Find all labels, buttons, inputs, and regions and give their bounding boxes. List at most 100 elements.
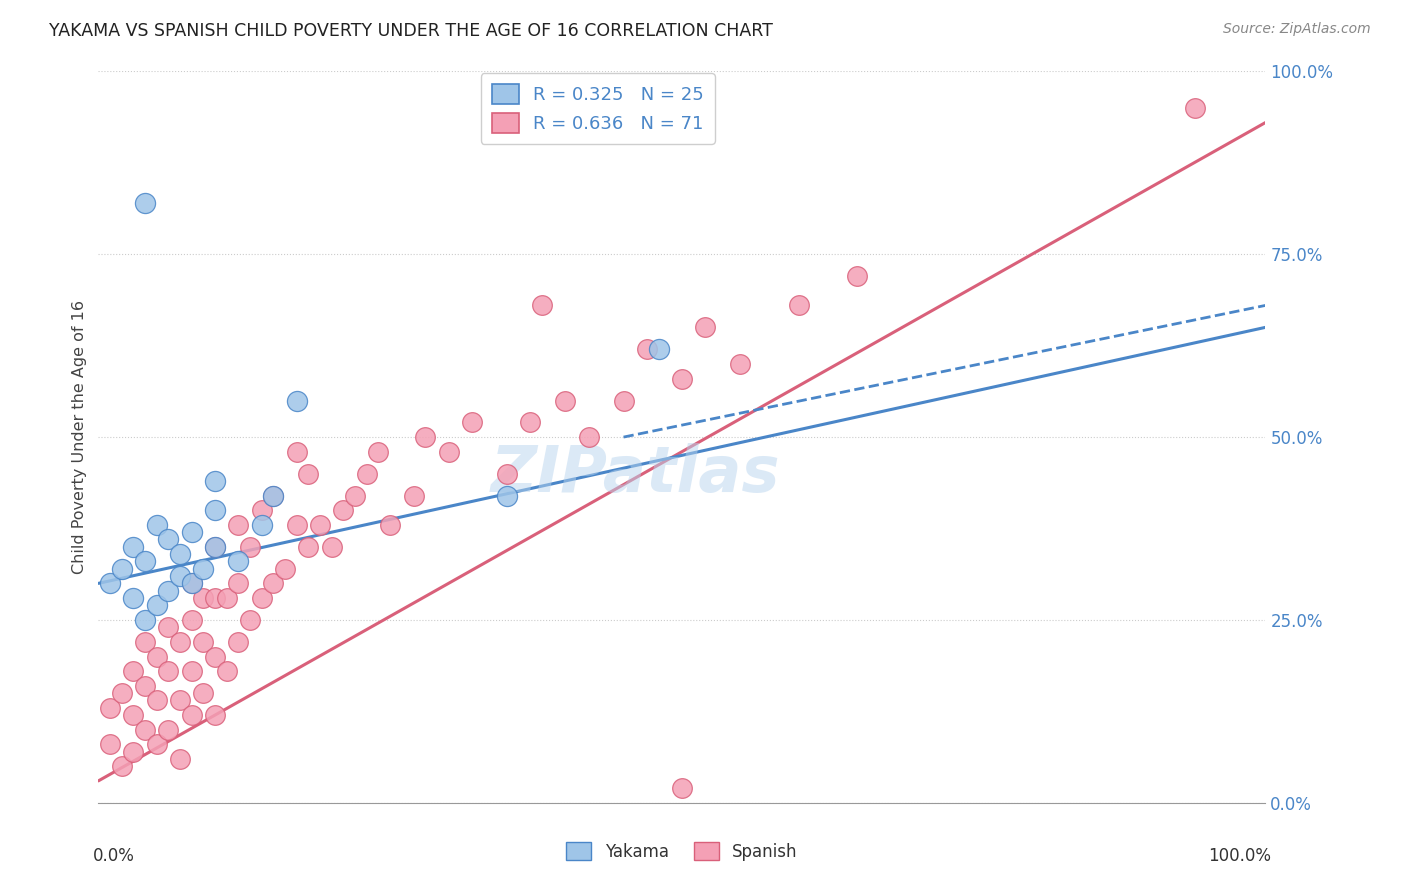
Point: [193, 686, 215, 700]
Point: [122, 745, 145, 759]
Point: [134, 635, 156, 649]
Point: [228, 635, 250, 649]
Text: YAKAMA VS SPANISH CHILD POVERTY UNDER THE AGE OF 16 CORRELATION CHART: YAKAMA VS SPANISH CHILD POVERTY UNDER TH…: [49, 22, 773, 40]
Point: [250, 503, 273, 517]
Point: [309, 517, 332, 532]
Text: 100.0%: 100.0%: [1208, 847, 1271, 864]
Point: [636, 343, 658, 357]
Point: [285, 393, 308, 408]
Point: [332, 503, 354, 517]
Point: [193, 591, 215, 605]
Point: [134, 723, 156, 737]
Point: [297, 540, 319, 554]
Point: [250, 591, 273, 605]
Point: [193, 562, 215, 576]
Point: [380, 517, 402, 532]
Point: [262, 489, 284, 503]
Point: [437, 444, 460, 458]
Point: [496, 467, 519, 481]
Point: [647, 343, 669, 357]
Point: [111, 759, 134, 773]
Point: [228, 554, 250, 568]
Point: [193, 635, 215, 649]
Point: [239, 613, 262, 627]
Point: [204, 591, 226, 605]
Point: [496, 489, 519, 503]
Point: [122, 664, 145, 678]
Point: [98, 576, 121, 591]
Point: [402, 489, 425, 503]
Point: [613, 393, 636, 408]
Point: [169, 547, 191, 561]
Point: [519, 416, 541, 430]
Point: [157, 723, 180, 737]
Point: [285, 444, 308, 458]
Point: [134, 613, 156, 627]
Text: ZIPatlas: ZIPatlas: [491, 442, 780, 505]
Point: [344, 489, 367, 503]
Text: 0.0%: 0.0%: [93, 847, 135, 864]
Point: [180, 613, 202, 627]
Point: [157, 533, 180, 547]
Point: [134, 554, 156, 568]
Point: [180, 708, 202, 723]
Point: [98, 737, 121, 751]
Point: [274, 562, 297, 576]
Point: [228, 576, 250, 591]
Point: [204, 540, 226, 554]
Point: [671, 371, 693, 385]
Point: [461, 416, 484, 430]
Point: [730, 357, 752, 371]
Point: [215, 664, 238, 678]
Point: [134, 679, 156, 693]
Point: [157, 583, 180, 598]
Point: [122, 591, 145, 605]
Point: [157, 664, 180, 678]
Legend: Yakama, Spanish: Yakama, Spanish: [560, 836, 804, 868]
Point: [146, 737, 169, 751]
Point: [146, 693, 169, 707]
Point: [367, 444, 389, 458]
Point: [204, 503, 226, 517]
Point: [554, 393, 576, 408]
Point: [413, 430, 436, 444]
Point: [297, 467, 319, 481]
Text: Source: ZipAtlas.com: Source: ZipAtlas.com: [1223, 22, 1371, 37]
Y-axis label: Child Poverty Under the Age of 16: Child Poverty Under the Age of 16: [72, 300, 87, 574]
Point: [180, 525, 202, 540]
Point: [787, 298, 810, 312]
Point: [262, 489, 284, 503]
Point: [204, 540, 226, 554]
Point: [169, 635, 191, 649]
Point: [98, 700, 121, 714]
Point: [1184, 101, 1206, 115]
Point: [111, 686, 134, 700]
Point: [169, 752, 191, 766]
Point: [530, 298, 553, 312]
Point: [204, 649, 226, 664]
Point: [169, 569, 191, 583]
Point: [846, 269, 869, 284]
Point: [239, 540, 262, 554]
Point: [180, 576, 202, 591]
Point: [671, 781, 693, 796]
Point: [157, 620, 180, 634]
Point: [122, 540, 145, 554]
Point: [250, 517, 273, 532]
Point: [169, 693, 191, 707]
Point: [695, 320, 717, 334]
Point: [111, 562, 134, 576]
Point: [204, 708, 226, 723]
Point: [228, 517, 250, 532]
Point: [356, 467, 378, 481]
Point: [180, 576, 202, 591]
Point: [146, 649, 169, 664]
Point: [146, 599, 169, 613]
Point: [262, 576, 284, 591]
Point: [321, 540, 343, 554]
Point: [180, 664, 202, 678]
Point: [204, 474, 226, 488]
Point: [215, 591, 238, 605]
Point: [285, 517, 308, 532]
Point: [578, 430, 600, 444]
